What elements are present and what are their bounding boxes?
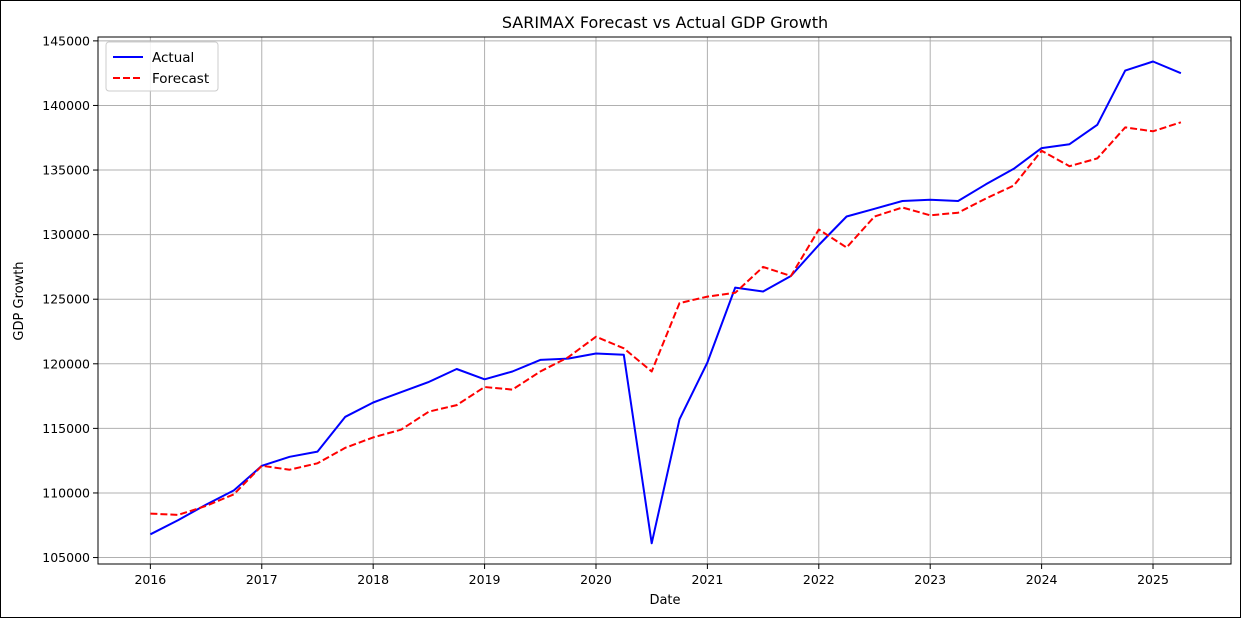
x-tick-label: 2020 <box>580 572 612 587</box>
x-tick-label: 2016 <box>134 572 166 587</box>
chart-title: SARIMAX Forecast vs Actual GDP Growth <box>502 13 828 32</box>
series-line-actual <box>149 60 1182 545</box>
y-tick-label: 140000 <box>42 98 90 113</box>
x-tick-label: 2023 <box>914 572 946 587</box>
y-tick-label: 120000 <box>42 356 90 371</box>
series-line-forecast <box>150 121 1182 516</box>
series-layer <box>149 60 1182 545</box>
x-tick-label: 2018 <box>357 572 389 587</box>
legend: Actual Forecast <box>105 41 219 92</box>
y-axis-label: GDP Growth <box>12 261 27 340</box>
y-axis-ticks: 105000 110000 115000 120000 125000 130000 1350… <box>42 33 98 565</box>
y-tick-label: 125000 <box>42 292 90 307</box>
x-axis-label: Date <box>649 593 680 608</box>
grid-layer <box>98 37 1231 564</box>
x-tick-label: 2017 <box>246 572 278 587</box>
y-tick-label: 105000 <box>42 550 90 565</box>
x-axis-ticks: 2016 2017 2018 2019 2020 2021 2022 2023 2024 2025 <box>134 564 1169 587</box>
x-tick-label: 2022 <box>803 572 835 587</box>
y-tick-label: 145000 <box>42 33 90 48</box>
y-tick-label: 110000 <box>42 485 90 500</box>
y-tick-label: 115000 <box>42 421 90 436</box>
x-tick-label: 2024 <box>1026 572 1058 587</box>
plot-area-border <box>97 36 1232 565</box>
legend-label-forecast: Forecast <box>152 71 209 87</box>
x-tick-label: 2021 <box>691 572 723 587</box>
x-tick-label: 2019 <box>469 572 501 587</box>
y-tick-label: 135000 <box>42 163 90 178</box>
legend-label-actual: Actual <box>152 50 194 66</box>
x-tick-label: 2025 <box>1137 572 1169 587</box>
y-tick-label: 130000 <box>42 227 90 242</box>
